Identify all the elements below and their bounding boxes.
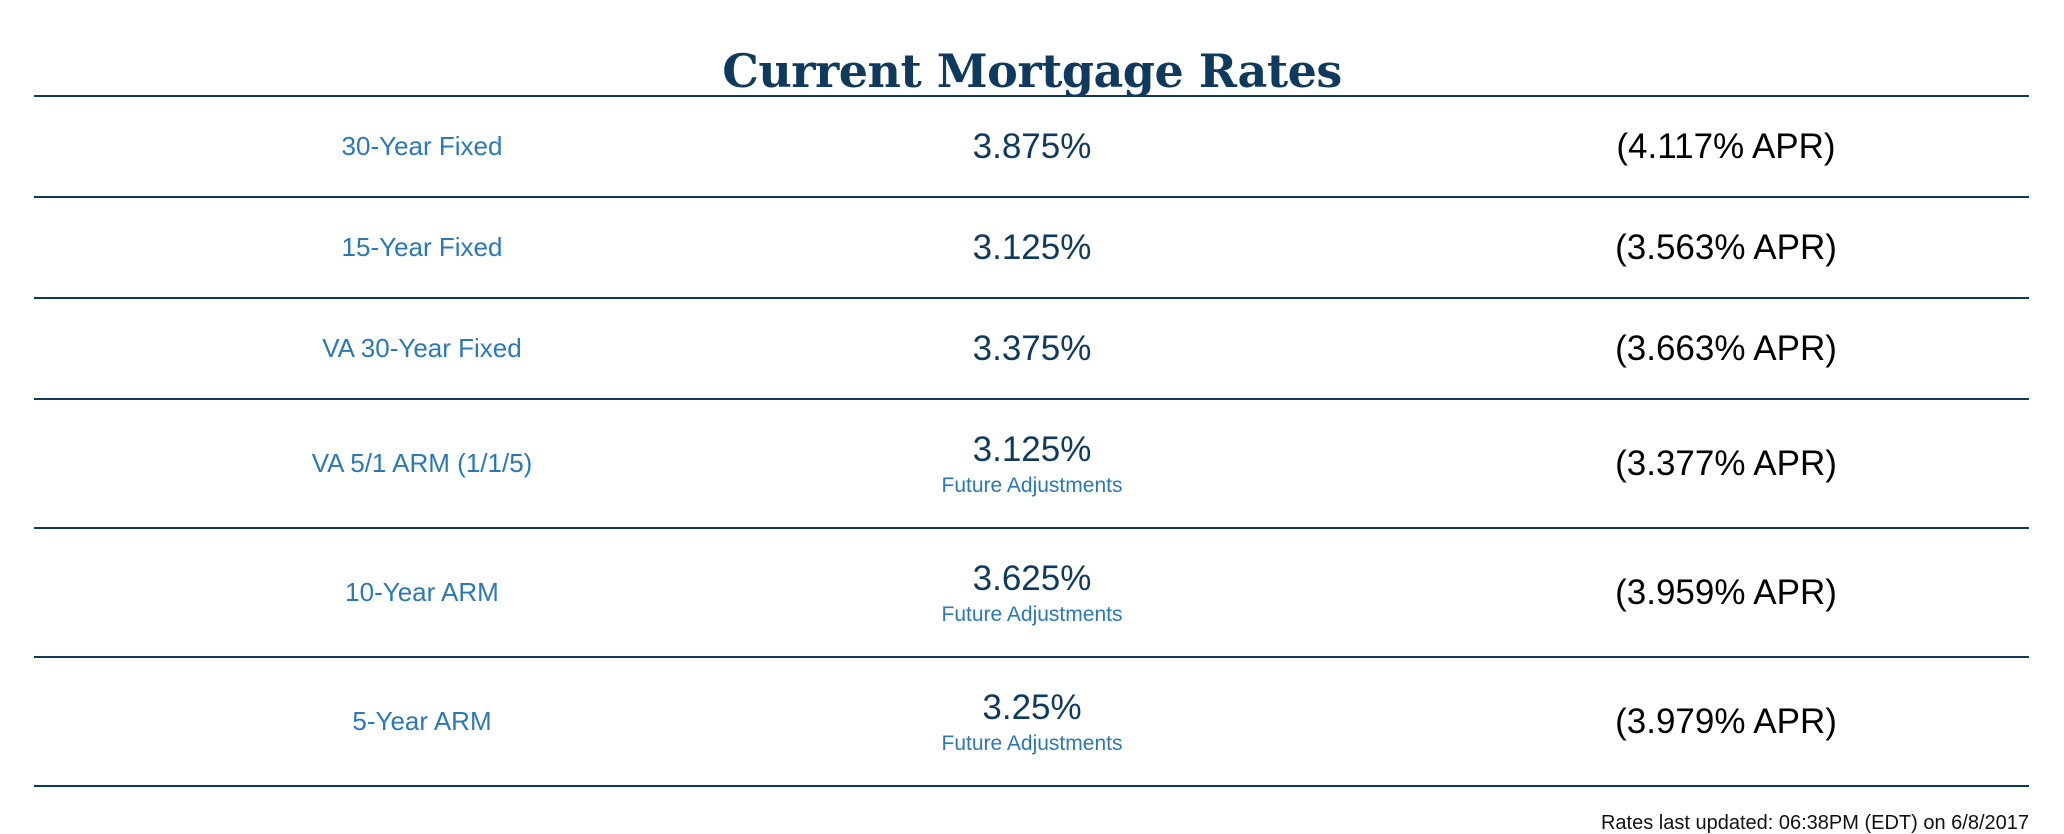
product-link-va-30-year-fixed[interactable]: VA 30-Year Fixed — [322, 333, 522, 363]
apr-value: (3.979% APR) — [1615, 701, 1837, 741]
rate-value: 3.375% — [972, 328, 1092, 368]
apr-value: (3.663% APR) — [1615, 328, 1837, 368]
rates-table: 30-Year Fixed 3.875% (4.117% APR) 15-Yea… — [34, 95, 2029, 787]
apr-value: (3.377% APR) — [1615, 443, 1837, 483]
future-adjustments-link[interactable]: Future Adjustments — [941, 602, 1123, 626]
product-link-30-year-fixed[interactable]: 30-Year Fixed — [341, 131, 503, 161]
future-adjustments-link[interactable]: Future Adjustments — [941, 731, 1123, 755]
product-link-5-year-arm[interactable]: 5-Year ARM — [352, 706, 492, 736]
rate-value: 3.625% — [972, 558, 1092, 598]
page-title: Current Mortgage Rates — [722, 43, 1342, 98]
rate-value: 3.25% — [982, 687, 1082, 727]
rates-last-updated: Rates last updated: 06:38PM (EDT) on 6/8… — [1600, 812, 2029, 834]
apr-value: (4.117% APR) — [1616, 126, 1836, 166]
product-link-10-year-arm[interactable]: 10-Year ARM — [345, 577, 499, 607]
rate-row: VA 30-Year Fixed 3.375% (3.663% APR) — [34, 299, 2029, 400]
product-link-va-5-1-arm[interactable]: VA 5/1 ARM (1/1/5) — [311, 448, 533, 478]
rate-row: 15-Year Fixed 3.125% (3.563% APR) — [34, 198, 2029, 299]
rate-value: 3.125% — [972, 227, 1092, 267]
rate-value: 3.125% — [972, 429, 1092, 469]
rate-row: 30-Year Fixed 3.875% (4.117% APR) — [34, 97, 2029, 198]
apr-value: (3.563% APR) — [1615, 227, 1837, 267]
product-link-15-year-fixed[interactable]: 15-Year Fixed — [341, 232, 503, 262]
rate-row: VA 5/1 ARM (1/1/5) 3.125% Future Adjustm… — [34, 400, 2029, 529]
rate-row: 5-Year ARM 3.25% Future Adjustments (3.9… — [34, 658, 2029, 787]
rate-value: 3.875% — [972, 126, 1092, 166]
apr-value: (3.959% APR) — [1615, 572, 1837, 612]
rate-row: 10-Year ARM 3.625% Future Adjustments (3… — [34, 529, 2029, 658]
future-adjustments-link[interactable]: Future Adjustments — [941, 473, 1123, 497]
